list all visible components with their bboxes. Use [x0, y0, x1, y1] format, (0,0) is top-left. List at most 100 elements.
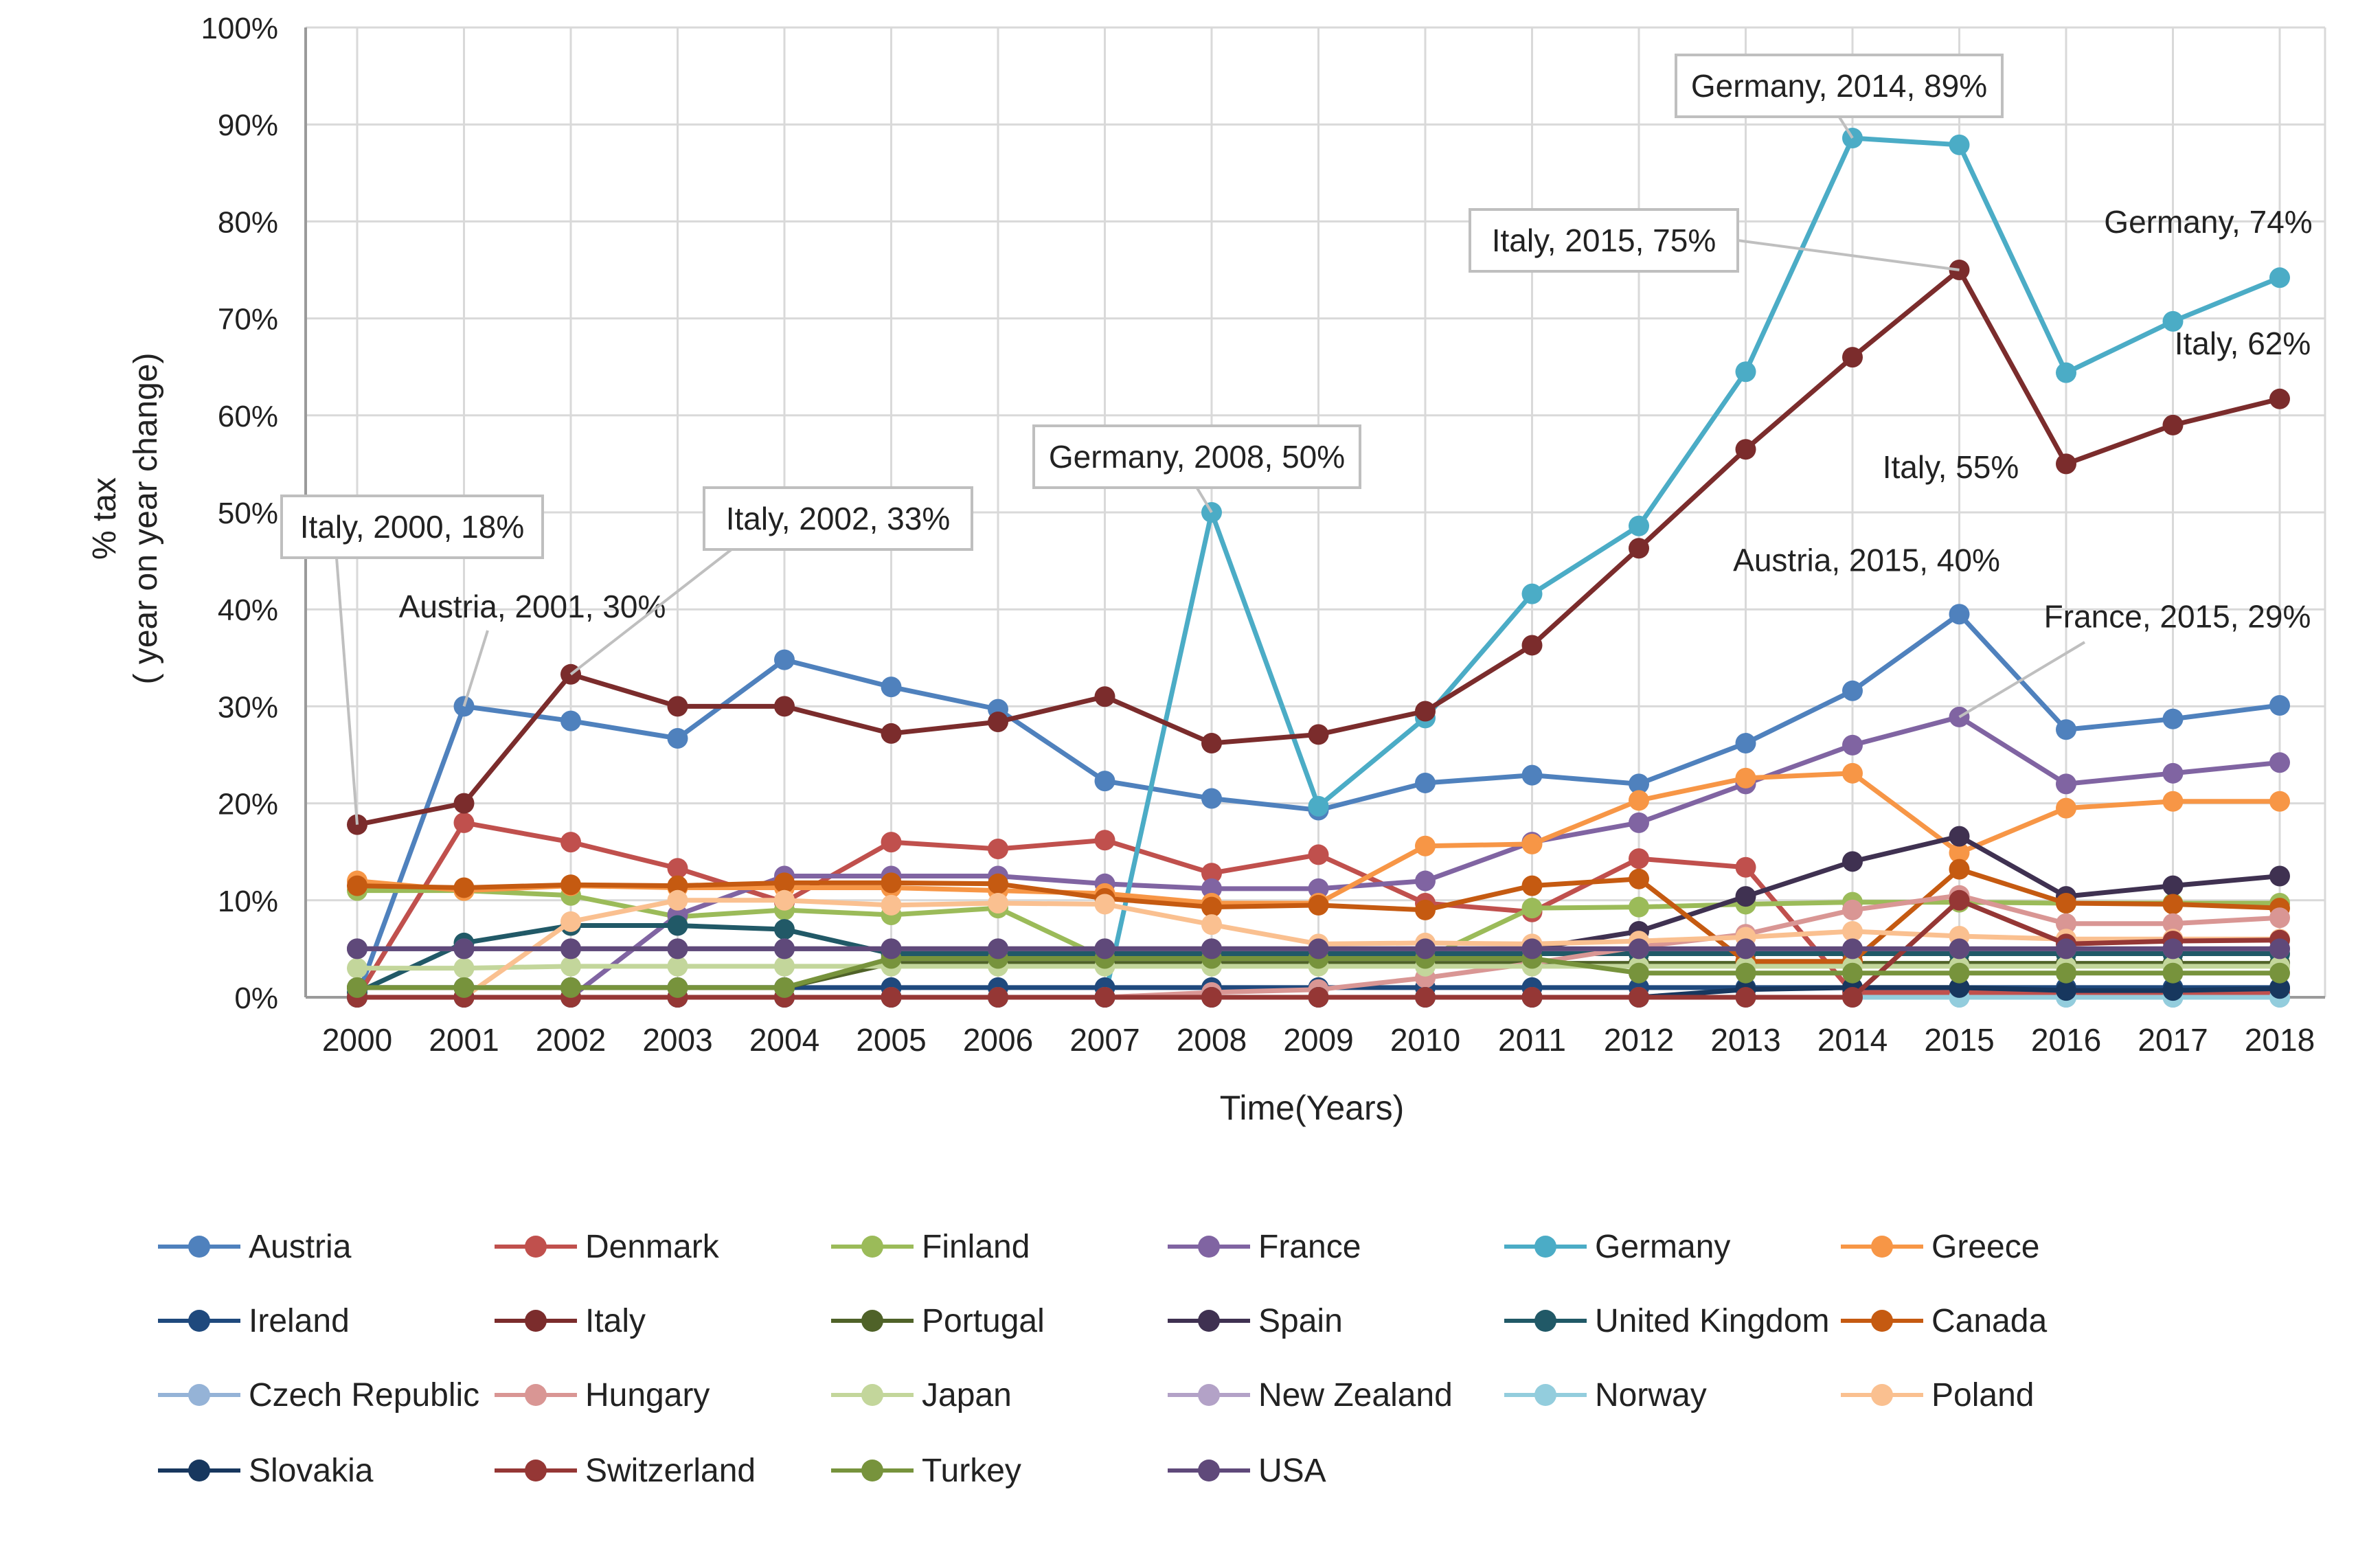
- data-point: [1201, 896, 1222, 918]
- data-point: [1415, 899, 1436, 920]
- data-point: [560, 938, 581, 960]
- data-label-text: Germany, 2008, 50%: [1049, 439, 1345, 475]
- data-point: [1842, 762, 1863, 784]
- data-point: [1842, 347, 1863, 368]
- x-tick-label: 2006: [963, 1022, 1033, 1058]
- data-point: [2269, 791, 2290, 812]
- data-point: [2162, 938, 2184, 960]
- data-point: [2269, 865, 2290, 887]
- label-box: [1032, 424, 1361, 489]
- legend-item-slovakia: Slovakia: [158, 1443, 373, 1498]
- y-tick-label: 70%: [218, 303, 278, 337]
- data-point: [1201, 914, 1222, 935]
- data-point: [2056, 797, 2076, 819]
- data-label: Italy, 62%: [2175, 326, 2311, 361]
- legend-item-spain: Spain: [1168, 1293, 1343, 1348]
- data-label-text: Austria, 2015, 40%: [1733, 543, 2000, 578]
- data-point: [1949, 962, 1970, 984]
- legend-marker: [861, 1236, 883, 1258]
- legend-swatch: [831, 1236, 914, 1258]
- data-label: Italy, 55%: [1883, 449, 2019, 485]
- legend-marker: [188, 1460, 210, 1481]
- legend-swatch: [1841, 1236, 1923, 1258]
- legend-swatch: [1504, 1236, 1587, 1258]
- data-point: [988, 938, 1008, 960]
- legend-item-japan: Japan: [831, 1367, 1012, 1422]
- data-point: [988, 893, 1008, 914]
- data-point: [881, 894, 902, 916]
- data-point: [1735, 767, 1756, 788]
- legend-label: Portugal: [922, 1302, 1045, 1339]
- data-point: [1308, 938, 1329, 960]
- x-tick-label: 2002: [536, 1022, 606, 1058]
- data-point: [1735, 987, 1756, 1008]
- y-tick-label: 60%: [218, 400, 278, 433]
- legend-swatch: [158, 1236, 240, 1258]
- legend-swatch: [1504, 1384, 1587, 1406]
- data-point: [667, 938, 688, 960]
- data-point: [1521, 583, 1543, 604]
- leader-line: [1958, 641, 2086, 718]
- y-tick-label: 100%: [201, 12, 278, 45]
- legend-label: Austria: [249, 1228, 352, 1265]
- data-point: [1735, 439, 1756, 460]
- legend-label: Norway: [1595, 1376, 1707, 1414]
- data-point: [560, 874, 581, 896]
- data-point: [1949, 938, 1970, 960]
- leader-line: [1837, 115, 1854, 139]
- data-label: France, 2015, 29%: [1958, 599, 2311, 718]
- data-point: [2162, 414, 2184, 435]
- legend-item-poland: Poland: [1841, 1367, 2034, 1422]
- data-point: [453, 812, 475, 833]
- legend-swatch: [831, 1310, 914, 1332]
- label-box: [1675, 54, 2004, 118]
- data-point: [988, 838, 1008, 859]
- data-point: [667, 955, 688, 977]
- legend-item-italy: Italy: [495, 1293, 646, 1348]
- legend-item-denmark: Denmark: [495, 1219, 719, 1274]
- data-point: [2162, 875, 2184, 896]
- data-point: [1949, 604, 1970, 625]
- legend-marker: [1198, 1384, 1220, 1406]
- data-point: [774, 889, 795, 911]
- data-label: Italy, 2000, 18%: [280, 495, 544, 825]
- legend-label: Czech Republic: [249, 1376, 480, 1414]
- data-point: [1521, 764, 1543, 786]
- data-point: [1415, 938, 1436, 960]
- data-point: [2162, 913, 2184, 934]
- legend-label: Switzerland: [585, 1452, 756, 1489]
- x-tick-label: 2010: [1390, 1022, 1460, 1058]
- data-point: [881, 677, 902, 698]
- legend-label: Turkey: [922, 1452, 1021, 1489]
- legend-marker: [861, 1460, 883, 1481]
- data-label: Germany, 74%: [2104, 204, 2312, 240]
- data-point: [1842, 680, 1863, 701]
- y-tick-label: 30%: [218, 690, 278, 724]
- x-tick-label: 2015: [1924, 1022, 1994, 1058]
- legend-label: Greece: [1931, 1228, 2040, 1265]
- x-tick-label: 2009: [1283, 1022, 1353, 1058]
- legend-marker: [1871, 1310, 1893, 1332]
- data-point: [667, 875, 688, 896]
- legend-item-ireland: Ireland: [158, 1293, 350, 1348]
- data-point: [1735, 938, 1756, 960]
- data-point: [1842, 899, 1863, 920]
- label-box: [703, 486, 973, 551]
- y-tick-label: 50%: [218, 497, 278, 530]
- y-axis-title: % tax: [87, 477, 123, 560]
- data-point: [347, 875, 367, 896]
- legend-item-finland: Finland: [831, 1219, 1030, 1274]
- data-point: [1415, 835, 1436, 856]
- legend-item-greece: Greece: [1841, 1219, 2039, 1274]
- data-point: [347, 977, 367, 998]
- data-label: Italy, 2002, 33%: [569, 486, 973, 676]
- data-point: [1629, 515, 1649, 536]
- data-point: [1629, 962, 1649, 984]
- data-label-text: Italy, 62%: [2175, 326, 2311, 361]
- legend-item-austria: Austria: [158, 1219, 351, 1274]
- data-label: Austria, 2015, 40%: [1733, 543, 2000, 578]
- data-point: [2269, 978, 2290, 999]
- legend-marker: [1534, 1384, 1556, 1406]
- data-point: [2056, 913, 2076, 934]
